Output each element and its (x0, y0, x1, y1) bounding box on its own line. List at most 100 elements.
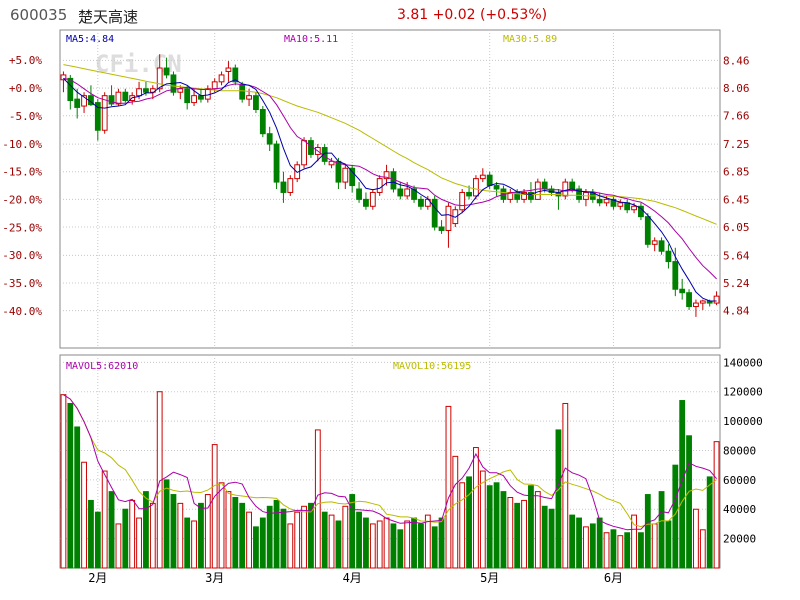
volume-bar (383, 517, 390, 569)
candle-body (541, 181, 548, 190)
candle-body (528, 191, 534, 200)
candle-body (163, 67, 170, 76)
candle-body (273, 143, 280, 183)
volume-bar (644, 494, 651, 569)
x-tick-label: 5月 (480, 571, 499, 585)
candle-body (569, 181, 576, 190)
x-tick-label: 3月 (205, 571, 224, 585)
price-legend-item: MA30:5.89 (503, 34, 557, 45)
candle-body (686, 292, 692, 308)
candle-body (521, 191, 527, 200)
candle-body (473, 178, 479, 197)
candle-body (466, 191, 472, 197)
volume-panel-frame (59, 354, 721, 569)
left-tick-label: -10.0% (2, 138, 42, 151)
right-tick-label: 5.24 (723, 277, 750, 290)
volume-bar (239, 502, 246, 569)
candle-body (156, 67, 163, 90)
volume-bar (328, 514, 335, 569)
price-quote: 3.81 +0.02 (+0.53%) (397, 7, 548, 23)
volume-tick-label: 60000 (723, 474, 756, 487)
volume-bar (143, 491, 149, 569)
volume-bar (280, 508, 287, 569)
candle-body (548, 188, 555, 193)
candle-body (658, 240, 665, 252)
volume-bar (500, 491, 507, 569)
volume-bar (191, 520, 197, 569)
right-tick-label: 6.05 (723, 221, 750, 234)
candle-body (191, 95, 197, 104)
candle-body (562, 181, 569, 197)
volume-bar (232, 496, 239, 569)
volume-tick-label: 40000 (723, 503, 756, 516)
volume-bar (514, 502, 521, 569)
left-tick-label: -25.0% (2, 221, 42, 234)
ma5-line (63, 78, 717, 302)
candle-body (356, 188, 362, 200)
volume-bar (253, 526, 259, 569)
volume-bar (273, 499, 280, 569)
candle-body (67, 77, 74, 102)
volume-bar (473, 447, 479, 569)
volume-bar (665, 520, 672, 569)
candle-body (328, 160, 335, 166)
candle-body (81, 95, 87, 107)
candle-body (239, 84, 246, 100)
volume-bar (81, 461, 87, 569)
volume-bar (321, 511, 328, 569)
volume-bar (521, 499, 527, 569)
candle-body (438, 226, 445, 231)
volume-bar (479, 470, 486, 569)
candle-body (459, 191, 466, 211)
candle-body (693, 302, 699, 308)
mavol5-line (63, 394, 717, 531)
candle-body (603, 198, 610, 204)
volume-bar (308, 502, 314, 569)
volume-bar (246, 511, 252, 569)
volume-tick-label: 140000 (723, 356, 763, 369)
candle-body (115, 91, 122, 105)
volume-bar (651, 523, 658, 569)
volume-bar (706, 476, 713, 569)
volume-bar (88, 499, 94, 569)
volume-bar (136, 517, 142, 569)
volume-bar (699, 529, 706, 569)
volume-bar (583, 526, 589, 569)
volume-bar (184, 517, 191, 569)
volume-bar (679, 400, 686, 569)
candle-body (211, 81, 218, 90)
volume-bar (404, 520, 411, 569)
volume-bar (74, 426, 81, 569)
candle-body (376, 178, 383, 193)
stock-name: 楚天高速 (78, 8, 139, 26)
candle-body (266, 133, 273, 145)
volume-bar (115, 523, 122, 569)
candle-body (246, 95, 252, 100)
candle-body (617, 202, 624, 207)
volume-legend-item: MAVOL10:56195 (393, 361, 471, 372)
candle-body (493, 185, 500, 190)
volume-bar (534, 491, 541, 569)
volume-bar (493, 482, 500, 569)
candle-body (479, 174, 486, 180)
candle-body (184, 88, 191, 104)
candle-body (218, 74, 225, 83)
candle-body (342, 167, 349, 183)
candle-body (335, 160, 342, 183)
volume-bar (108, 491, 115, 569)
volume-bar (672, 464, 679, 569)
volume-tick-label: 120000 (723, 386, 763, 399)
volume-tick-label: 80000 (723, 444, 756, 457)
volume-bar (562, 402, 569, 569)
volume-bar (349, 494, 356, 569)
price-panel-frame (59, 29, 721, 349)
volume-bar (356, 511, 362, 569)
volume-bar (576, 517, 582, 569)
right-tick-label: 6.45 (723, 193, 750, 206)
volume-bar (445, 405, 452, 569)
volume-bar (204, 494, 211, 569)
volume-bar (301, 505, 307, 569)
stock-code: 600035 (10, 6, 68, 24)
right-tick-label: 8.46 (723, 54, 750, 67)
